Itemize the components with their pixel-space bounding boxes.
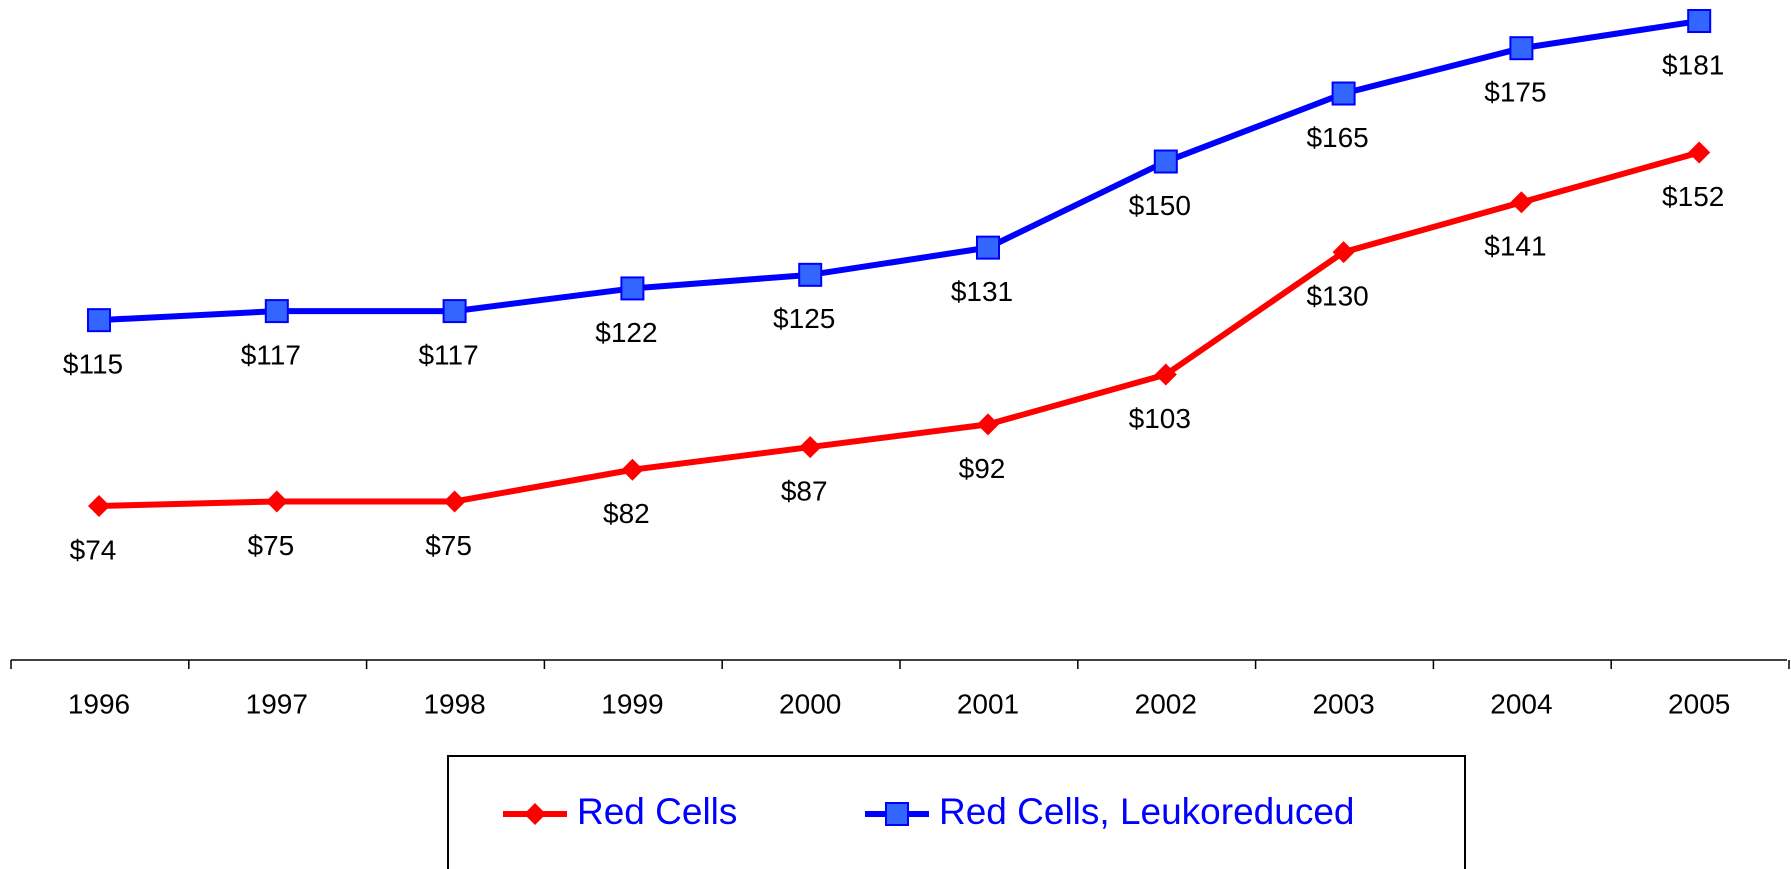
x-tick-label: 1996 xyxy=(68,688,130,719)
data-label: $175 xyxy=(1484,77,1546,108)
data-point xyxy=(977,413,999,436)
data-point xyxy=(1331,81,1356,106)
legend-marker xyxy=(524,803,546,825)
data-point xyxy=(1153,149,1178,174)
data-point xyxy=(87,308,111,333)
data-point xyxy=(621,458,644,481)
data-point xyxy=(88,495,110,517)
data-label: $115 xyxy=(63,349,123,380)
data-label: $152 xyxy=(1662,181,1724,212)
legend-label: Red Cells xyxy=(577,791,737,832)
legend-box xyxy=(447,755,1466,869)
data-label: $130 xyxy=(1306,281,1368,312)
x-tick-label: 2001 xyxy=(957,688,1019,719)
data-label: $75 xyxy=(425,530,472,561)
x-tick-label: 1999 xyxy=(601,688,663,719)
data-point xyxy=(798,262,823,287)
data-label: $92 xyxy=(959,453,1006,484)
data-label: $87 xyxy=(781,475,828,506)
x-tick-label: 2005 xyxy=(1668,688,1730,719)
data-label: $117 xyxy=(241,339,301,370)
data-point xyxy=(976,235,1000,260)
data-label: $181 xyxy=(1662,49,1724,80)
x-tick-label: 2003 xyxy=(1312,688,1374,719)
x-tick-label: 1997 xyxy=(246,688,308,719)
data-label: $125 xyxy=(773,303,835,334)
data-point xyxy=(1687,9,1712,33)
data-label: $141 xyxy=(1484,231,1546,262)
x-tick-label: 2002 xyxy=(1135,688,1197,719)
series-line xyxy=(98,18,1700,324)
data-point xyxy=(264,299,289,324)
data-point xyxy=(1510,191,1533,214)
data-label: $117 xyxy=(418,339,478,370)
data-label: $131 xyxy=(951,276,1013,307)
data-point xyxy=(620,276,645,301)
data-point xyxy=(442,299,467,324)
legend-marker xyxy=(885,802,909,826)
data-point xyxy=(799,436,822,459)
data-point xyxy=(1154,363,1177,386)
data-label: $165 xyxy=(1306,122,1368,153)
series-line xyxy=(98,149,1701,509)
data-label: $75 xyxy=(247,530,294,561)
data-point xyxy=(443,490,466,513)
data-label: $74 xyxy=(70,534,117,565)
data-point xyxy=(1509,36,1534,61)
data-point xyxy=(1332,241,1355,264)
x-tick-label: 2000 xyxy=(779,688,841,719)
x-tick-label: 1998 xyxy=(423,688,485,719)
data-label: $150 xyxy=(1129,190,1191,221)
x-tick-label: 2004 xyxy=(1490,688,1552,719)
data-point xyxy=(1688,141,1711,164)
data-point xyxy=(265,490,288,513)
data-label: $122 xyxy=(595,317,657,348)
legend-label: Red Cells, Leukoreduced xyxy=(939,791,1354,832)
data-label: $103 xyxy=(1129,403,1191,434)
data-label: $82 xyxy=(603,498,650,529)
